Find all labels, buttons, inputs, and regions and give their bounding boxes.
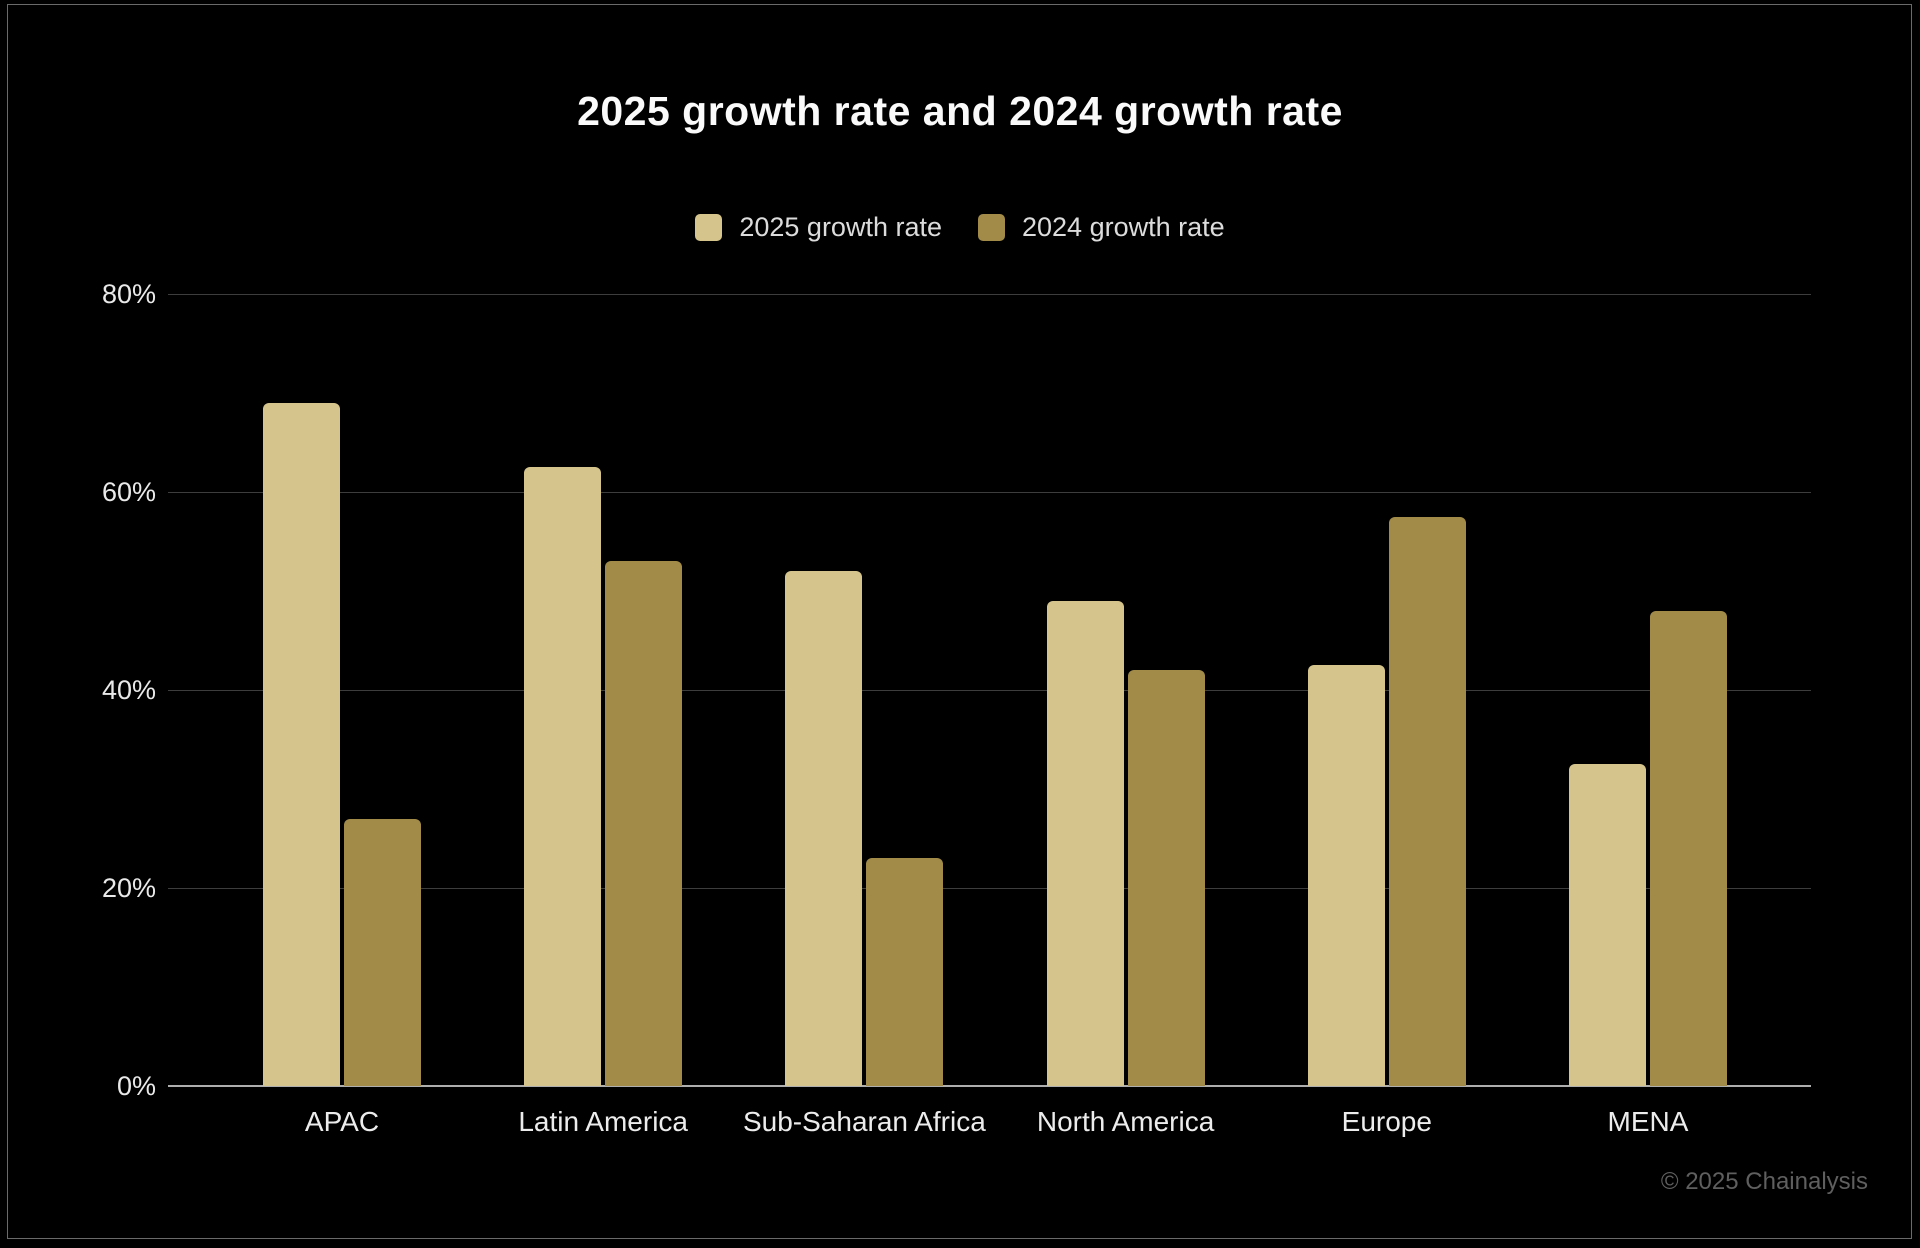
- bar-latin-america-2025: [524, 467, 602, 1086]
- bar-north-america-2025: [1046, 600, 1124, 1086]
- legend-item-2025: 2025 growth rate: [695, 212, 942, 243]
- bar-apac-2024: [344, 818, 421, 1086]
- chart-title: 2025 growth rate and 2024 growth rate: [577, 88, 1343, 134]
- y-axis-tick-20: 20%: [101, 873, 156, 903]
- bar-apac-2025: [263, 402, 340, 1086]
- legend: 2025 growth rate 2024 growth rate: [0, 212, 1920, 243]
- bar-sub-saharan-africa-2025: [785, 571, 863, 1086]
- bar-sub-saharan-africa-2024: [866, 858, 944, 1086]
- legend-swatch-2024: [978, 214, 1005, 241]
- x-axis-label-europe: Europe: [1341, 1106, 1432, 1137]
- copyright-text: © 2025 Chainalysis: [1660, 1168, 1868, 1195]
- gridline-60: [168, 492, 1811, 493]
- y-axis-tick-80: 80%: [101, 279, 156, 309]
- legend-label-2025: 2025 growth rate: [739, 212, 942, 242]
- x-axis-label-mena: MENA: [1607, 1106, 1689, 1137]
- y-axis-tick-60: 60%: [101, 477, 156, 507]
- gridline-20: [168, 888, 1811, 889]
- y-axis-tick-0: 0%: [116, 1071, 156, 1101]
- bar-europe-2025: [1307, 665, 1385, 1086]
- bar-mena-2025: [1569, 764, 1646, 1086]
- bar-mena-2024: [1650, 610, 1727, 1086]
- bar-latin-america-2024: [605, 561, 683, 1086]
- bar-north-america-2024: [1127, 670, 1205, 1086]
- gridline-80: [168, 294, 1811, 295]
- bar-europe-2024: [1388, 516, 1466, 1086]
- legend-label-2024: 2024 growth rate: [1022, 212, 1225, 242]
- y-axis-tick-40: 40%: [101, 675, 156, 705]
- x-axis-label-latin-america: Latin America: [518, 1106, 688, 1137]
- legend-item-2024: 2024 growth rate: [978, 212, 1225, 243]
- x-axis-label-sub-saharan-africa: Sub-Saharan Africa: [742, 1106, 986, 1137]
- x-axis-label-apac: APAC: [304, 1106, 380, 1137]
- legend-swatch-2025: [695, 214, 723, 241]
- gridline-40: [168, 690, 1811, 691]
- x-axis-label-north-america: North America: [1036, 1106, 1215, 1137]
- x-axis-line: [168, 1085, 1811, 1087]
